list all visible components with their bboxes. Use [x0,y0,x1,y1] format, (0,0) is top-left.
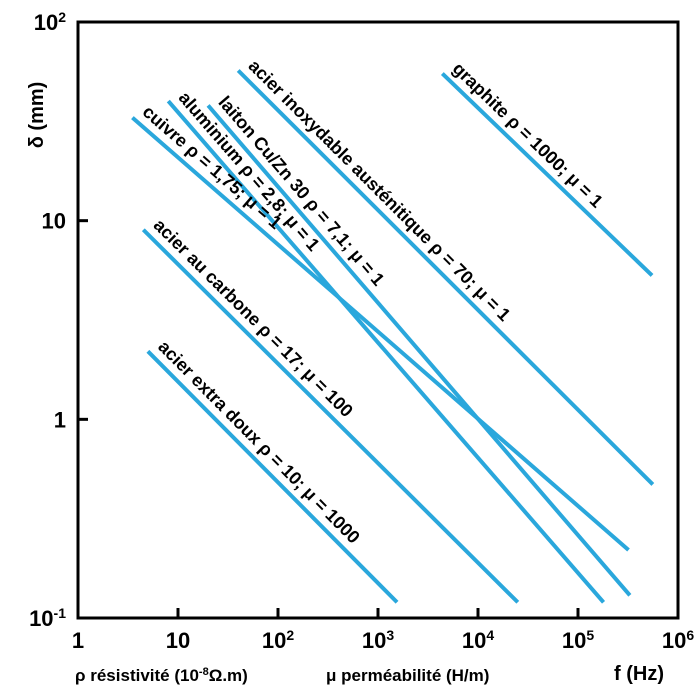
x-tick-exponent: 2 [286,627,294,643]
x-tick-label: 105 [562,627,594,653]
x-note-permeability: μ perméabilité (H/m) [326,666,489,685]
x-tick-exponent: 5 [586,627,594,643]
x-tick-base: 10 [262,628,286,653]
y-tick-exponent: 2 [58,9,66,25]
x-tick-base: 10 [562,628,586,653]
y-axis-title: δ (mm) [26,82,48,149]
x-tick-label: 102 [262,627,294,653]
series-line [166,99,606,604]
y-tick-base: 1 [54,407,66,432]
x-tick-base: 10 [166,628,190,653]
y-tick-label: 102 [34,9,66,35]
x-tick-base: 1 [72,628,84,653]
series-line [131,116,630,552]
series-layer [131,69,655,604]
x-tick-exponent: 6 [686,627,694,643]
y-tick-label: 10 [42,209,66,234]
x-tick-label: 103 [362,627,394,653]
series-line [236,69,655,486]
x-note-resistivity-exp: -8 [199,666,209,678]
series-line [146,349,399,604]
x-tick-base: 10 [462,628,486,653]
series-line [206,104,632,597]
x-tick-exponent: 4 [486,627,494,643]
x-axis-ticks: 1 10 102 103 104 105 106 [72,608,694,653]
plot-frame [76,20,680,620]
x-tick-base: 10 [662,628,686,653]
x-tick-base: 10 [362,628,386,653]
y-tick-base: 10 [42,209,66,234]
y-tick-exponent: -1 [54,605,67,621]
x-note-resistivity-post: Ω.m) [209,666,248,685]
series-line [141,228,520,604]
y-tick-label: 1 [54,407,66,432]
x-note-resistivity-pre: ρ résistivité (10 [75,666,199,685]
x-note-resistivity: ρ résistivité (10-8Ω.m) [75,666,248,685]
series-label: acier au carbone ρ = 17; μ = 100 [150,215,357,421]
x-axis-title: f (Hz) [614,663,664,685]
series-label: graphite ρ = 1000; μ = 1 [449,58,607,211]
x-tick-label: 104 [462,627,494,653]
series-label: acier extra doux ρ = 10; μ = 1000 [154,337,364,548]
x-tick-label: 10 [166,628,190,653]
y-tick-base: 10 [34,10,58,35]
x-tick-label: 106 [662,627,694,653]
y-tick-label: 10-1 [29,605,66,631]
x-tick-exponent: 3 [386,627,394,643]
y-tick-base: 10 [29,606,53,631]
series-line [440,72,654,277]
x-tick-label: 1 [72,628,84,653]
